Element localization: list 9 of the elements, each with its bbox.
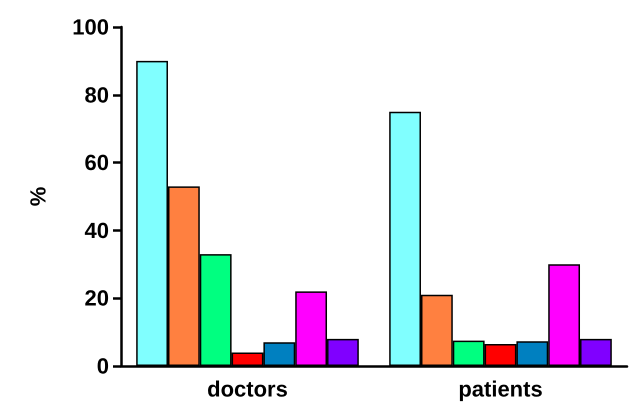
y-tick-label: 40 bbox=[84, 218, 109, 243]
y-tick-label: 20 bbox=[84, 286, 109, 311]
y-axis-title: % bbox=[26, 186, 50, 206]
x-tick-label: patients bbox=[458, 376, 543, 402]
x-tick-label: doctors bbox=[207, 376, 288, 402]
y-tick-label: 0 bbox=[96, 354, 109, 378]
y-tick-label: 80 bbox=[84, 82, 109, 108]
y-tick-label: 60 bbox=[84, 150, 109, 176]
y-tick-label: 100 bbox=[72, 14, 109, 40]
